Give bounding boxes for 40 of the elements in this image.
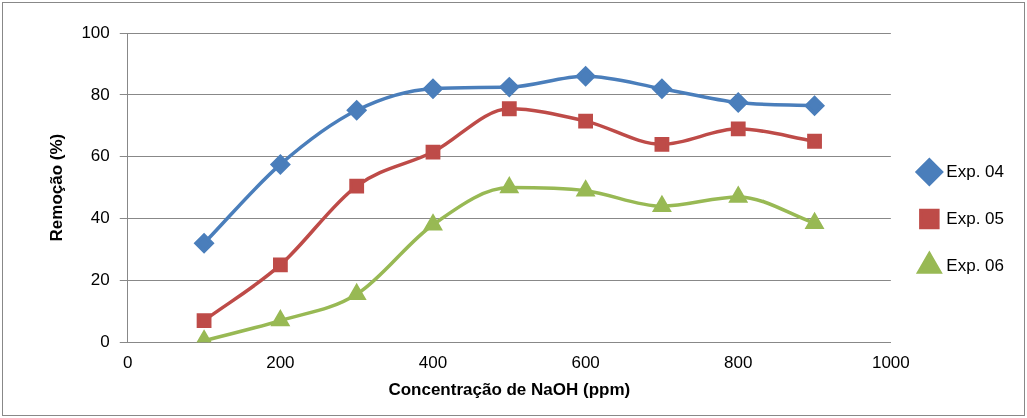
x-tick-label: 200	[266, 353, 295, 373]
point	[654, 136, 670, 152]
point	[804, 95, 825, 116]
point	[348, 282, 367, 301]
legend-label: Exp. 05	[946, 208, 1005, 228]
point	[652, 78, 672, 99]
point	[349, 178, 365, 194]
x-tick-label: 400	[418, 353, 448, 373]
point	[653, 196, 671, 212]
point	[576, 180, 595, 197]
point	[575, 66, 596, 87]
point	[425, 144, 441, 160]
point	[807, 133, 822, 149]
point	[730, 121, 746, 137]
x-tick-label: 800	[724, 353, 753, 373]
point	[424, 214, 442, 231]
point	[346, 100, 367, 121]
x-axis-title: Concentração de NaOH (ppm)	[388, 380, 631, 400]
y-tick-label: 100	[81, 22, 110, 42]
y-tick-label: 60	[90, 146, 110, 166]
x-tick-label: 0	[123, 353, 133, 373]
y-tick-label: 80	[90, 84, 110, 104]
point	[501, 101, 517, 117]
y-tick-label: 0	[100, 331, 110, 351]
legend-label: Exp. 06	[946, 255, 1005, 275]
point	[423, 78, 443, 99]
x-tick-label: 1000	[871, 353, 910, 373]
y-tick-label: 20	[90, 270, 110, 290]
y-axis-title: Remoção (%)	[46, 133, 66, 242]
point	[728, 92, 748, 113]
point	[271, 310, 290, 327]
x-tick-label: 600	[571, 353, 600, 373]
point	[500, 177, 518, 194]
point	[578, 113, 594, 129]
point	[499, 77, 520, 97]
point	[805, 213, 824, 229]
legend-label: Exp. 04	[946, 161, 1005, 181]
point	[270, 154, 291, 175]
y-tick-label: 40	[90, 208, 110, 228]
point	[729, 187, 747, 203]
